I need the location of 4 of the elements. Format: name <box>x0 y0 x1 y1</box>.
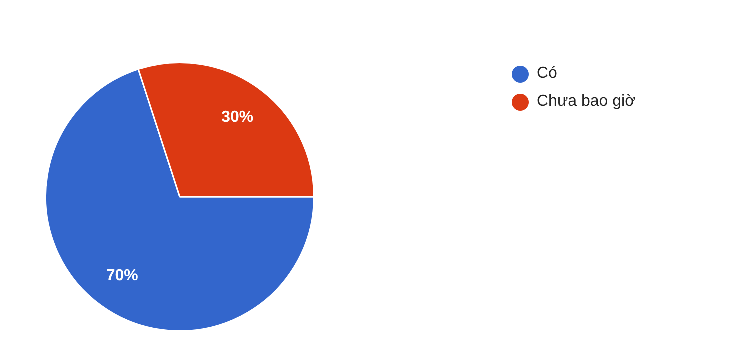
data-label: 30% <box>222 109 254 126</box>
legend-label: Có <box>537 65 558 83</box>
legend-label: Chưa bao giờ <box>537 93 636 111</box>
data-label: 70% <box>106 268 138 285</box>
